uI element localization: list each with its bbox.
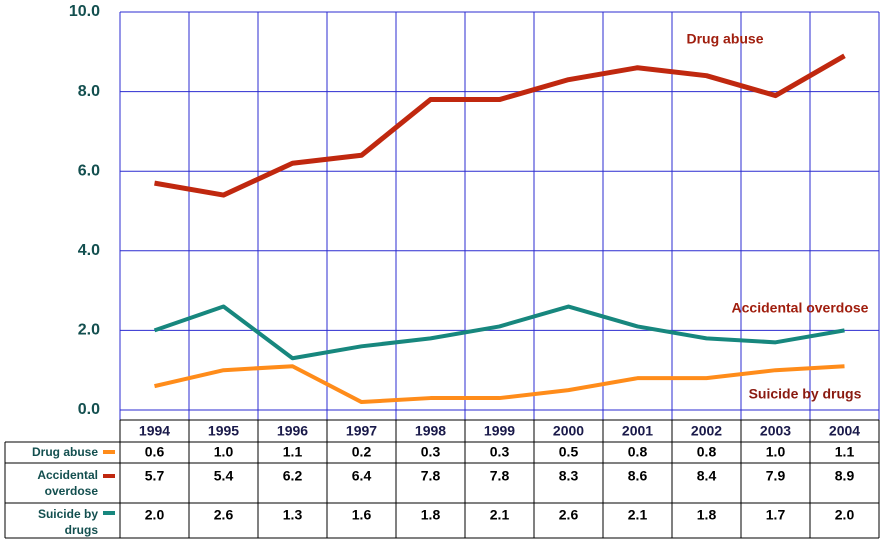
x-tick-label: 2001 xyxy=(622,423,653,439)
table-value: 5.4 xyxy=(214,468,234,484)
table-value: 1.8 xyxy=(421,507,441,523)
x-tick-label: 1996 xyxy=(277,423,308,439)
table-value: 2.0 xyxy=(835,507,855,523)
table-value: 6.2 xyxy=(283,468,303,484)
y-tick-label: 2.0 xyxy=(78,322,100,339)
x-tick-label: 2004 xyxy=(829,423,860,439)
table-value: 2.6 xyxy=(214,507,234,523)
table-value: 1.8 xyxy=(697,507,717,523)
x-tick-label: 2002 xyxy=(691,423,722,439)
table-value: 7.8 xyxy=(421,468,441,484)
table-value: 0.6 xyxy=(145,444,165,460)
table-value: 7.9 xyxy=(766,468,786,484)
table-value: 8.4 xyxy=(697,468,717,484)
series-line xyxy=(153,304,845,361)
table-value: 1.6 xyxy=(352,507,372,523)
x-tick-label: 1994 xyxy=(139,423,170,439)
table-value: 6.4 xyxy=(352,468,372,484)
line-label: Suicide by drugs xyxy=(749,386,862,402)
table-value: 1.1 xyxy=(835,444,855,460)
row-label: Drug abuse xyxy=(31,445,98,459)
series-line xyxy=(154,53,846,198)
table-value: 0.2 xyxy=(352,444,372,460)
row-label: Accidental overdose xyxy=(37,468,98,498)
x-tick-label: 1999 xyxy=(484,423,515,439)
x-tick-label: 2000 xyxy=(553,423,584,439)
table-value: 1.0 xyxy=(766,444,786,460)
table-value: 1.7 xyxy=(766,507,786,523)
x-tick-label: 1995 xyxy=(208,423,239,439)
table-value: 5.7 xyxy=(145,468,165,484)
series-line xyxy=(154,364,845,405)
table-value: 0.8 xyxy=(628,444,648,460)
table-value: 2.1 xyxy=(490,507,510,523)
line-label: Drug abuse xyxy=(686,31,763,47)
table-value: 0.8 xyxy=(697,444,717,460)
x-tick-label: 1997 xyxy=(346,423,377,439)
line-label: Accidental overdose xyxy=(732,300,869,316)
table-value: 8.9 xyxy=(835,468,855,484)
table-value: 0.3 xyxy=(421,444,441,460)
y-tick-label: 8.0 xyxy=(78,83,100,100)
table-value: 0.3 xyxy=(490,444,510,460)
table-value: 1.3 xyxy=(283,507,303,523)
table-value: 7.8 xyxy=(490,468,510,484)
x-tick-label: 2003 xyxy=(760,423,791,439)
row-label: Suicide by drugs xyxy=(37,507,98,537)
y-tick-label: 4.0 xyxy=(78,242,100,259)
x-tick-label: 1998 xyxy=(415,423,446,439)
y-tick-label: 10.0 xyxy=(69,3,100,20)
table-value: 1.1 xyxy=(283,444,303,460)
table-value: 1.0 xyxy=(214,444,234,460)
y-tick-label: 6.0 xyxy=(78,162,100,179)
table-value: 0.5 xyxy=(559,444,579,460)
table-value: 2.6 xyxy=(559,507,579,523)
table-value: 8.3 xyxy=(559,468,579,484)
table-value: 8.6 xyxy=(628,468,648,484)
table-value: 2.1 xyxy=(628,507,648,523)
table-value: 2.0 xyxy=(145,507,165,523)
y-tick-label: 0.0 xyxy=(78,401,100,418)
